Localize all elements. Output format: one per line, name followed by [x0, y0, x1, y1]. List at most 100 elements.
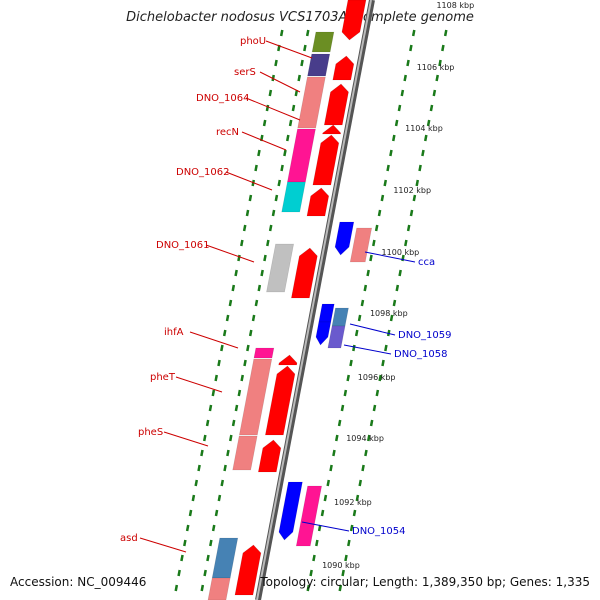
track-dot [197, 464, 201, 472]
gene-label-pheS: pheS [138, 427, 163, 438]
track-dot [323, 494, 328, 502]
track-dot [283, 149, 287, 157]
track-dot [217, 359, 221, 367]
track-dot [354, 329, 359, 337]
gene-label-ihfA: ihfA [164, 327, 184, 338]
track-dot [220, 479, 225, 487]
track-dot [403, 74, 407, 82]
track-dot [391, 134, 396, 142]
track-dot [223, 464, 227, 472]
track-dot [338, 584, 343, 592]
track-dot [209, 539, 213, 547]
track-dot [177, 569, 181, 577]
track-dot [329, 464, 333, 472]
ruler-label: 1098 kbp [370, 309, 408, 318]
track-dot [392, 299, 397, 307]
track-dot [248, 329, 253, 337]
track-dot [315, 539, 319, 547]
track-dot [231, 284, 236, 292]
map-title: Dichelobacter nodosus VCS1703A, complete… [126, 10, 474, 25]
gene-block-pheT [238, 358, 273, 436]
track-dot [349, 524, 354, 532]
leader-line [259, 71, 301, 93]
track-dot [320, 509, 325, 517]
gene-block-DNO_1058 [327, 325, 346, 349]
track-dot [271, 74, 275, 82]
track-dot [441, 44, 445, 52]
track-dot [415, 179, 420, 187]
track-dot [317, 524, 322, 532]
ruler-label: 1104 kbp [405, 124, 443, 133]
track-dot [358, 479, 363, 487]
gene-block-pheS [232, 435, 258, 471]
track-dot [234, 404, 239, 412]
track-dot [185, 524, 190, 532]
track-dot [400, 89, 405, 97]
track-dot [194, 479, 199, 487]
track-dot [245, 209, 250, 217]
track-dot [432, 89, 437, 97]
leader-line [349, 323, 396, 336]
ruler-label: 1106 kbp [417, 63, 455, 72]
cds-feature [323, 83, 349, 126]
track-dot [242, 224, 247, 232]
track-dot [340, 404, 345, 412]
track-dot [363, 284, 368, 292]
track-dot [297, 74, 301, 82]
track-dot [332, 449, 336, 457]
gene-block-DNO_1064 [297, 76, 326, 129]
track-dot [372, 239, 376, 247]
gene-block-DNO_1061 [266, 243, 295, 293]
track-dot [237, 254, 241, 262]
track-dot [257, 149, 261, 157]
track-dot [435, 74, 439, 82]
track-dot [438, 59, 442, 67]
gene-block-serS [307, 53, 331, 77]
track-dot [375, 389, 380, 397]
track-dot [211, 524, 216, 532]
track-dot [262, 119, 267, 127]
track-dot [394, 119, 399, 127]
track-dot [421, 149, 425, 157]
track-dot [418, 164, 422, 172]
cds-feature [318, 303, 335, 323]
genome-backbone [255, 0, 375, 600]
track-dot [274, 194, 279, 202]
cds-feature [257, 439, 282, 473]
track-dot [397, 104, 402, 112]
track-dot [334, 434, 339, 442]
track-dot [288, 119, 293, 127]
cds-feature [315, 321, 332, 346]
gene-block-cca [349, 227, 373, 263]
cds-feature [278, 481, 303, 541]
track-dot [404, 239, 408, 247]
track-dot [361, 464, 365, 472]
track-dot [222, 329, 227, 337]
cds-feature [322, 124, 342, 135]
track-dot [211, 389, 216, 397]
cds-feature [278, 354, 298, 366]
track-dot [369, 419, 374, 427]
feature-tracks [207, 0, 373, 600]
track-dot [377, 209, 382, 217]
track-dot [326, 479, 331, 487]
track-dot [205, 419, 210, 427]
track-dot [380, 194, 385, 202]
gene-label-phoU: phoU [240, 36, 266, 47]
cds-feature [306, 187, 330, 217]
track-dot [369, 254, 373, 262]
leader-line [343, 344, 392, 355]
track-dot [309, 569, 313, 577]
gene-label-serS: serS [234, 67, 256, 78]
track-dot [271, 209, 276, 217]
track-dot [183, 539, 187, 547]
gene-label-DNO_1061: DNO_1061 [156, 240, 210, 251]
track-dot [343, 389, 348, 397]
track-dot [294, 89, 299, 97]
gene-block-recN [287, 128, 316, 183]
track-dot [254, 299, 259, 307]
leader-line [175, 376, 223, 393]
track-dot [347, 539, 351, 547]
track-dot [191, 494, 196, 502]
track-dot [248, 194, 253, 202]
